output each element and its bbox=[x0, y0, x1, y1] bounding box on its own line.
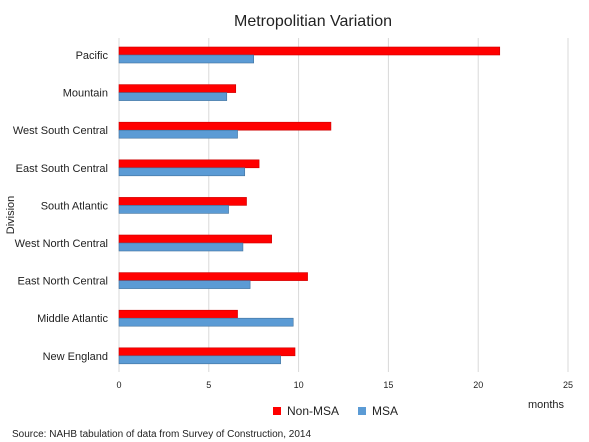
bar-msa-mountain bbox=[118, 92, 228, 101]
category-labels: Pacific Mountain West South Central East So… bbox=[13, 50, 109, 363]
bar-non-msa-east-north-central bbox=[118, 272, 308, 281]
bar-non-msa-mountain bbox=[118, 84, 237, 93]
category-label: Middle Atlantic bbox=[37, 313, 108, 325]
legend-label: Non-MSA bbox=[287, 404, 339, 418]
bar-msa-west-south-central bbox=[118, 129, 238, 139]
source-note: Source: NAHB tabulation of data from Sur… bbox=[12, 429, 311, 440]
x-tick-label: 10 bbox=[294, 380, 304, 390]
legend: Non-MSA MSA bbox=[273, 404, 398, 418]
category-label: New England bbox=[43, 351, 108, 363]
category-label: South Atlantic bbox=[41, 200, 109, 212]
category-label: East South Central bbox=[16, 163, 108, 175]
category-label: West North Central bbox=[15, 238, 108, 250]
x-tick-labels: 0 5 10 15 20 25 bbox=[116, 380, 573, 390]
bar-non-msa-west-north-central bbox=[118, 234, 272, 244]
bars bbox=[118, 46, 501, 365]
bar-non-msa-west-south-central bbox=[118, 121, 332, 131]
bar-non-msa-new-england bbox=[118, 347, 296, 357]
y-axis-label: Division bbox=[5, 196, 17, 235]
bar-msa-east-north-central bbox=[118, 280, 251, 289]
bar-non-msa-pacific bbox=[118, 46, 501, 56]
x-tick-label: 25 bbox=[563, 380, 573, 390]
category-label: West South Central bbox=[13, 125, 108, 137]
legend-swatch bbox=[273, 407, 281, 415]
x-axis-label: months bbox=[528, 399, 565, 411]
bar-non-msa-middle-atlantic bbox=[118, 309, 238, 319]
bar-non-msa-east-south-central bbox=[118, 159, 260, 169]
bar-msa-west-north-central bbox=[118, 242, 244, 252]
bar-msa-south-atlantic bbox=[118, 205, 229, 214]
category-label: Pacific bbox=[76, 50, 109, 62]
bar-msa-east-south-central bbox=[118, 167, 246, 177]
x-tick-label: 15 bbox=[383, 380, 393, 390]
bar-msa-new-england bbox=[118, 355, 281, 365]
chart-title: Metropolitian Variation bbox=[234, 13, 392, 30]
category-label: Mountain bbox=[63, 88, 108, 100]
legend-swatch bbox=[358, 407, 366, 415]
x-tick-label: 0 bbox=[116, 380, 121, 390]
category-label: East North Central bbox=[18, 276, 108, 288]
x-tick-label: 20 bbox=[473, 380, 483, 390]
bar-non-msa-south-atlantic bbox=[118, 197, 247, 206]
bar-msa-pacific bbox=[118, 54, 254, 64]
x-tick-label: 5 bbox=[206, 380, 211, 390]
bar-msa-middle-atlantic bbox=[118, 317, 294, 327]
legend-label: MSA bbox=[372, 404, 398, 418]
